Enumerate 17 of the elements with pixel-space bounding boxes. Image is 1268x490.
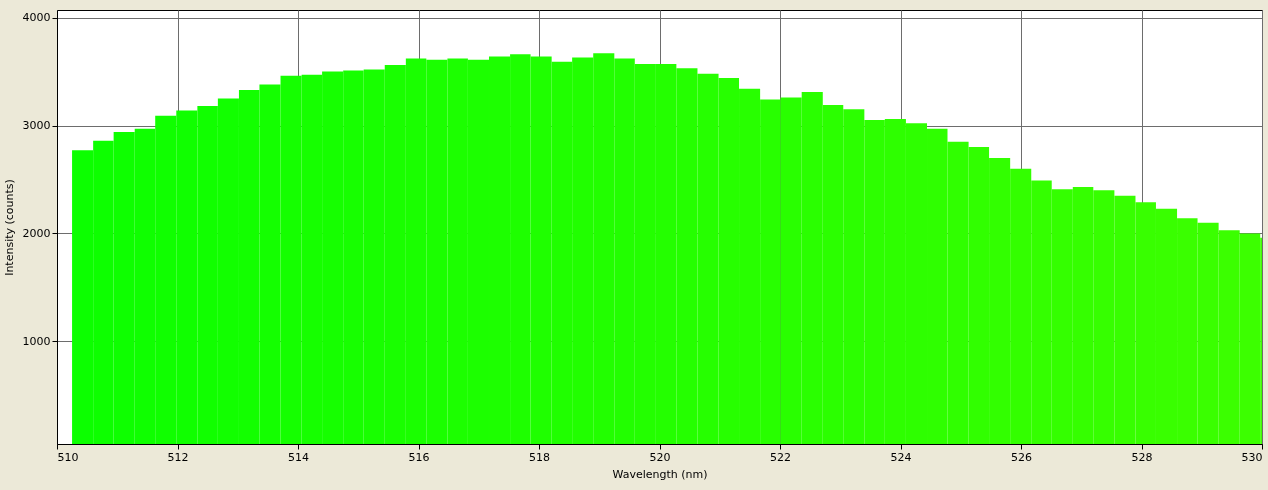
- x-tick-label: 526: [1011, 450, 1032, 464]
- y-tick-label: 3000: [22, 119, 51, 133]
- x-tick-label: 514: [288, 450, 309, 464]
- y-tick-label: 4000: [22, 11, 51, 25]
- x-tick-label: 510: [57, 450, 79, 464]
- y-tick-label: 2000: [22, 226, 51, 240]
- x-tick-label: 512: [167, 450, 189, 464]
- x-tick-label: 530: [1241, 450, 1263, 464]
- x-tick-label: 516: [408, 450, 430, 464]
- x-tick-label: 528: [1131, 450, 1153, 464]
- x-tick-label: 522: [770, 450, 791, 464]
- x-tick-label: 518: [529, 450, 550, 464]
- x-tick-label: 520: [649, 450, 671, 464]
- x-tick-label: 524: [890, 450, 912, 464]
- y-tick-label: 1000: [22, 334, 51, 348]
- x-axis-title: Wavelength (nm): [612, 467, 708, 481]
- y-axis-title: Intensity (counts): [2, 179, 16, 276]
